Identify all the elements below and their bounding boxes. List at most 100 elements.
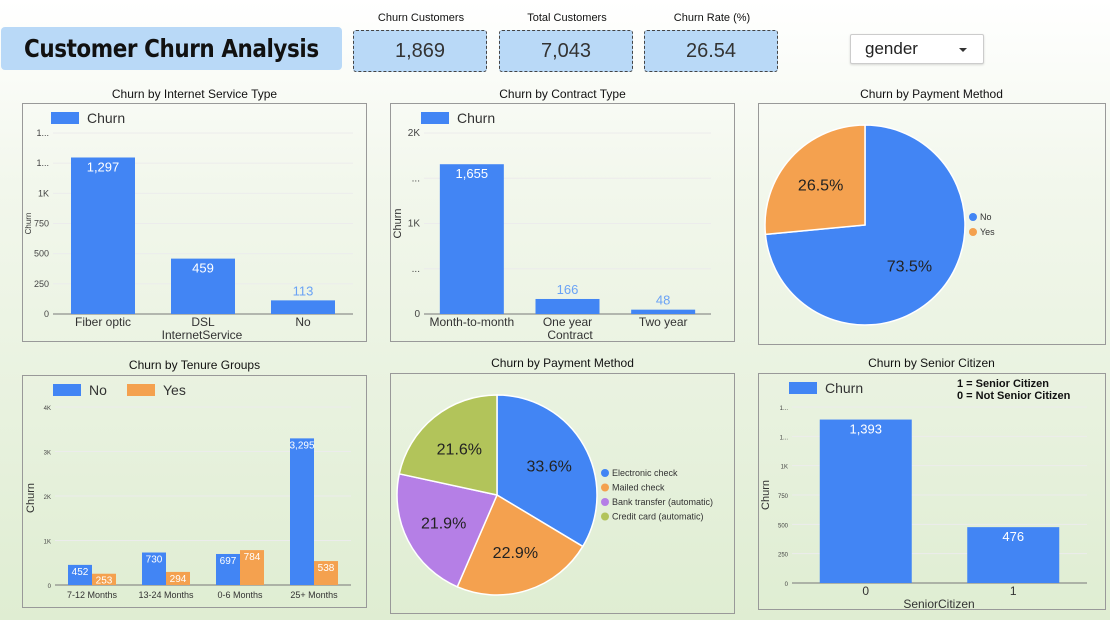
y-tick-label: ... bbox=[412, 173, 420, 184]
x-tick-label: DSL bbox=[191, 315, 215, 329]
y-tick-label: 0 bbox=[44, 309, 49, 319]
kpi-total-customers-label: Total Customers bbox=[527, 12, 607, 24]
bar-value-label: 48 bbox=[656, 293, 670, 308]
bar bbox=[68, 564, 92, 585]
chart-payment-pie: 73.5% 26.5% No Yes bbox=[764, 124, 995, 326]
bar bbox=[271, 300, 335, 314]
chart-internet: Churn 0 250 500 750 1K 1... 1... Churn 1,297 Fiber… bbox=[24, 110, 353, 342]
x-axis-label: InternetService bbox=[162, 328, 243, 341]
dashboard-title-box: Customer Churn Analysis bbox=[1, 27, 342, 70]
bar-value-label: 113 bbox=[293, 283, 314, 298]
legend-dot bbox=[601, 498, 609, 506]
legend-label: Yes bbox=[980, 227, 995, 237]
bar-value-label: 253 bbox=[96, 576, 113, 587]
panel-payment-method: 33.6% 22.9% 21.9% 21.6% Electronic check Mail… bbox=[390, 373, 735, 614]
chart-title-tenure: Churn by Tenure Groups bbox=[128, 358, 261, 372]
y-tick-label: ... bbox=[412, 264, 420, 275]
x-tick-label: Two year bbox=[639, 315, 688, 329]
chart-title-senior: Churn by Senior Citizen bbox=[868, 356, 995, 370]
y-tick-label: 2K bbox=[408, 128, 421, 139]
y-axis-label: Churn bbox=[25, 483, 37, 513]
y-tick-label: 750 bbox=[778, 494, 789, 500]
y-tick-label: 1K bbox=[44, 540, 51, 546]
x-tick-label: 25+ Months bbox=[290, 590, 338, 600]
senior-note-line-2: 0 = Not Senior Citizen bbox=[957, 390, 1071, 402]
x-tick-label: 7-12 Months bbox=[67, 590, 118, 600]
kpi-total-customers-value: 7,043 bbox=[499, 30, 633, 72]
bar-value-label: 459 bbox=[192, 261, 214, 276]
panel-senior: Churn 1 = Senior Citizen 0 = Not Senior Ci… bbox=[758, 373, 1106, 611]
bar bbox=[142, 552, 166, 585]
legend-label: Churn bbox=[87, 110, 125, 126]
y-tick-label: 1... bbox=[36, 158, 49, 168]
x-tick-label: One year bbox=[543, 315, 592, 329]
y-tick-label: 250 bbox=[34, 279, 49, 289]
bar bbox=[166, 571, 190, 585]
gender-filter-value: gender bbox=[865, 39, 918, 58]
bar-value-label: 476 bbox=[1002, 529, 1024, 544]
bar bbox=[290, 438, 314, 585]
x-tick-label: 13-24 Months bbox=[138, 590, 194, 600]
kpi-churn-rate-label: Churn Rate (%) bbox=[673, 12, 751, 24]
chart-title-contract: Churn by Contract Type bbox=[499, 87, 626, 101]
panel-internet: Churn 0 250 500 750 1K 1... 1... Churn 1,297 Fiber… bbox=[22, 103, 367, 342]
x-tick-label: 0 bbox=[862, 584, 869, 598]
pie-slice bbox=[398, 394, 498, 496]
pie-slice-label: 33.6% bbox=[527, 458, 572, 475]
kpi-churn-customers-value: 1,869 bbox=[353, 30, 487, 72]
y-tick-label: 0 bbox=[785, 582, 789, 588]
bar bbox=[535, 298, 600, 314]
bar-value-label: 166 bbox=[557, 282, 579, 297]
y-tick-label: 750 bbox=[34, 219, 49, 229]
bar-value-label: 784 bbox=[244, 552, 261, 563]
chart-title-payment-pie: Churn by Payment Method bbox=[860, 87, 1003, 101]
bar bbox=[439, 164, 504, 314]
y-tick-label: 3K bbox=[44, 451, 51, 457]
x-tick-label: 0-6 Months bbox=[217, 590, 263, 600]
bar-value-label: 3,295 bbox=[289, 440, 314, 451]
gender-filter-dropdown[interactable]: gender bbox=[850, 34, 984, 64]
x-tick-label: Month-to-month bbox=[429, 315, 514, 329]
pie-slice-label: 21.9% bbox=[421, 515, 466, 532]
y-tick-label: 2K bbox=[44, 495, 51, 501]
legend-label: No bbox=[980, 212, 992, 222]
panel-tenure: No Yes 0 1K 2K 3K 4K Churn 452 253 7-12 Months 730 2… bbox=[22, 375, 367, 608]
bar bbox=[216, 553, 240, 585]
y-tick-label: 1... bbox=[36, 128, 49, 138]
panel-payment-pie: 73.5% 26.5% No Yes bbox=[758, 103, 1106, 345]
pie-slice-label: 26.5% bbox=[798, 178, 843, 195]
y-tick-label: 1K bbox=[38, 188, 49, 198]
x-axis-label: SeniorCitizen bbox=[903, 597, 974, 609]
y-axis-label: Churn bbox=[392, 209, 404, 239]
y-tick-label: 1K bbox=[781, 465, 788, 471]
x-tick-label: No bbox=[295, 315, 311, 329]
bar bbox=[71, 157, 135, 314]
legend-label: Churn bbox=[825, 380, 863, 396]
y-tick-label: 500 bbox=[778, 523, 789, 529]
legend-label: No bbox=[89, 382, 107, 398]
legend-swatch bbox=[421, 112, 449, 124]
chart-payment-method: 33.6% 22.9% 21.9% 21.6% Electronic check Mail… bbox=[396, 394, 713, 596]
bar-value-label: 1,655 bbox=[456, 166, 489, 181]
legend-label: Bank transfer (automatic) bbox=[612, 497, 713, 507]
y-axis-label: Churn bbox=[760, 480, 772, 510]
bar-value-label: 1,393 bbox=[849, 422, 882, 437]
senior-note-line-1: 1 = Senior Citizen bbox=[957, 378, 1049, 390]
legend-swatch bbox=[127, 384, 155, 396]
y-tick-label: 1K bbox=[408, 219, 421, 230]
y-tick-label: 4K bbox=[44, 406, 51, 412]
pie-slice bbox=[496, 394, 598, 548]
pie-slice-label: 22.9% bbox=[493, 545, 538, 562]
chart-title-internet: Churn by Internet Service Type bbox=[111, 87, 278, 101]
x-tick-label: 1 bbox=[1010, 584, 1017, 598]
bar bbox=[819, 419, 912, 583]
pie-slice bbox=[764, 124, 866, 236]
bar bbox=[631, 309, 696, 314]
x-axis-label: Contract bbox=[547, 328, 593, 341]
x-tick-label: Fiber optic bbox=[75, 315, 131, 329]
pie-slice-label: 73.5% bbox=[887, 258, 932, 275]
legend-label: Yes bbox=[163, 382, 186, 398]
legend-dot bbox=[969, 213, 977, 221]
chart-tenure: No Yes 0 1K 2K 3K 4K Churn 452 253 7-12 Months 730 2… bbox=[25, 382, 351, 600]
